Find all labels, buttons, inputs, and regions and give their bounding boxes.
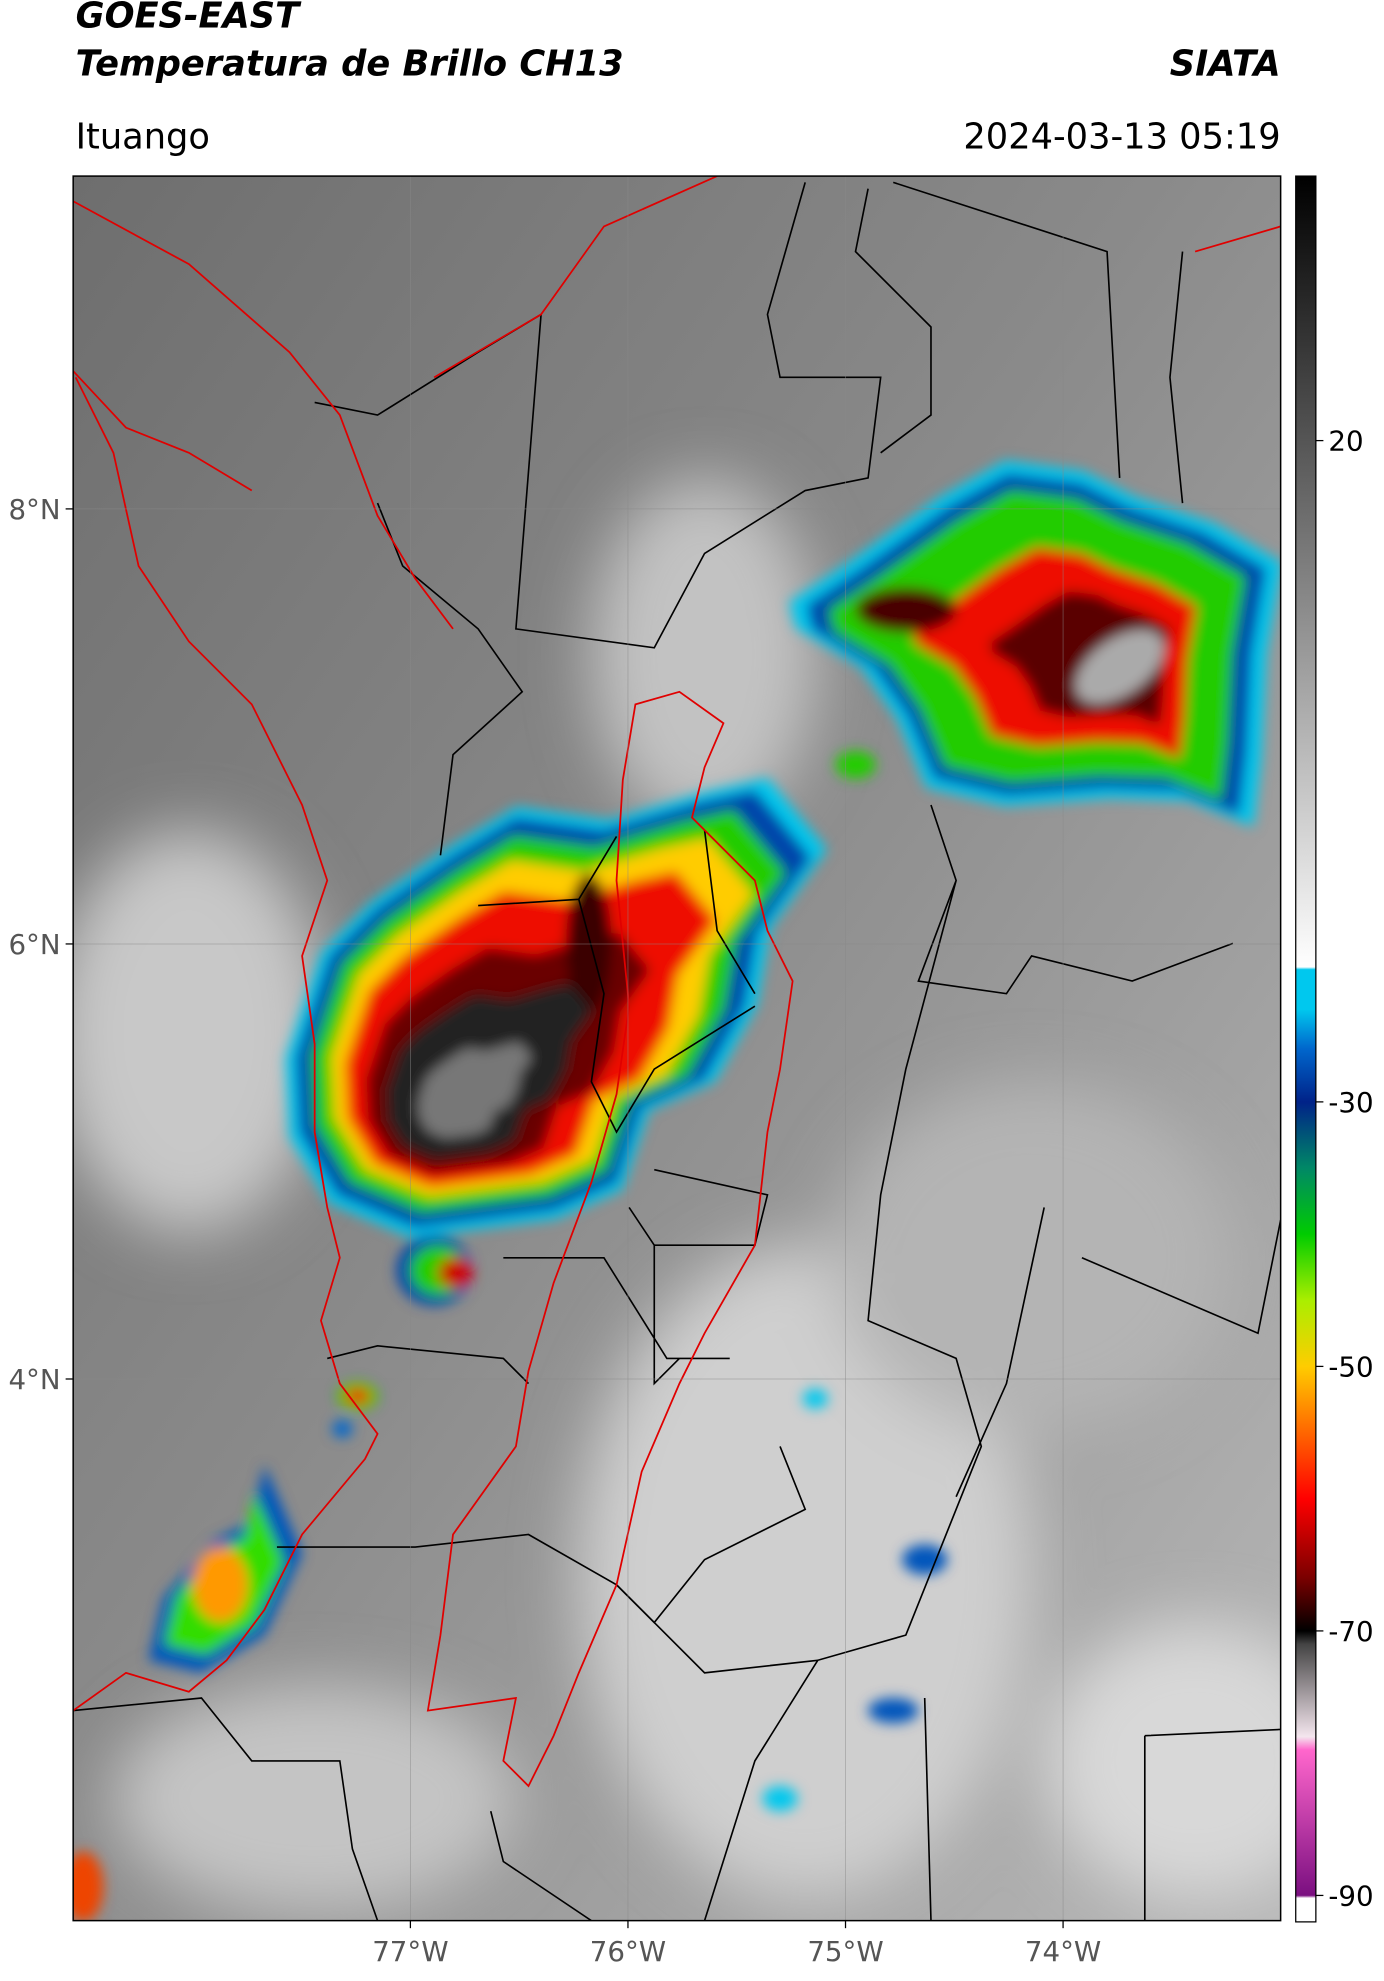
map-frame xyxy=(72,175,1282,1922)
x-tick-label: 77°W xyxy=(372,1935,448,1968)
map xyxy=(73,176,1281,1921)
title: GOES-EAST xyxy=(76,0,302,37)
colorbar-tick-label: 20 xyxy=(1328,425,1363,458)
colorbar-tick-label: -30 xyxy=(1328,1086,1373,1119)
coastline xyxy=(73,176,1281,1788)
x-tick-label: 76°W xyxy=(590,1935,666,1968)
location: Ituango xyxy=(76,116,210,157)
cloud-haze xyxy=(73,477,1281,1912)
x-tick-label: 75°W xyxy=(807,1935,883,1968)
colorbar-tick-label: -50 xyxy=(1328,1350,1373,1383)
y-tick-label: 4°N xyxy=(8,1363,60,1396)
x-tick-label: 74°W xyxy=(1025,1935,1101,1968)
colorbar-tick-label: -90 xyxy=(1328,1879,1373,1912)
grid xyxy=(73,176,1281,1921)
colorbar xyxy=(1295,175,1317,1923)
colorbar-tick-label: -70 xyxy=(1328,1615,1373,1648)
y-tick-label: 8°N xyxy=(8,493,60,526)
datetime: 2024-03-13 05:19 xyxy=(963,116,1280,157)
convective-system xyxy=(73,460,1281,1921)
subtitle: Temperatura de Brillo CH13 xyxy=(76,43,624,84)
y-tick-label: 6°N xyxy=(8,928,60,961)
agency: SIATA xyxy=(1170,43,1281,84)
labels: 77°W 76°W 75°W 74°W 8°N 6°N 4°N 20 -30 -50 -70 -90 xyxy=(8,425,1373,1968)
